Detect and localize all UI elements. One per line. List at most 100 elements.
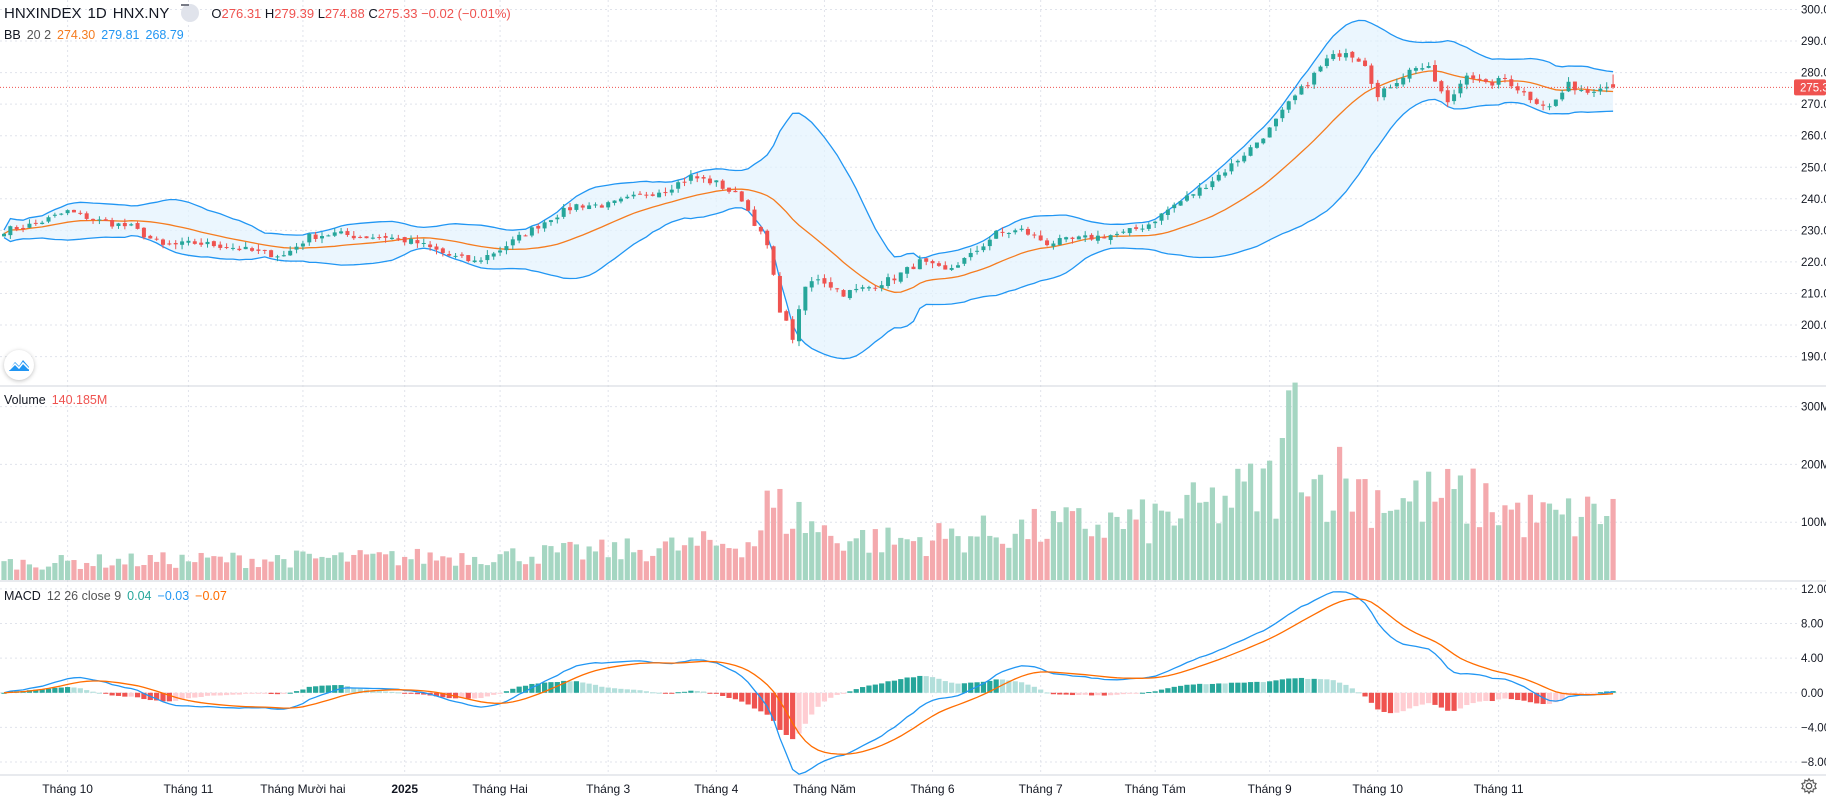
macd-histogram-bar [503,691,510,693]
interval[interactable]: 1D [87,4,107,22]
macd-histogram-bar [1432,692,1438,705]
macd-legend[interactable]: MACD 12 26 close 9 0.04 −0.03 −0.07 [4,589,227,603]
candle-body [816,279,821,281]
macd-histogram-bar [262,692,268,694]
volume-bar [1139,499,1146,580]
volume-bar [790,528,796,580]
candle-body [975,250,980,252]
macd-histogram-bar [344,686,351,693]
volume-bar [1044,538,1050,580]
macd-histogram-bar [1012,681,1018,693]
candle-body [987,239,992,247]
symbol-legend: HNXINDEX 1D HNX.NY O 276.31 H 279.39 L 274.… [4,4,511,22]
price-tick-label: 230.00 [1801,225,1826,237]
macd-histogram-bar [745,692,751,705]
macd-histogram-bar [1502,692,1508,699]
macd-histogram-bar [739,692,745,702]
candle-body [1216,174,1221,181]
macd-line-value: −0.03 [157,589,190,603]
candle-body [771,246,776,275]
volume-bar [1133,519,1139,580]
macd-histogram-bar [236,692,242,695]
volume-bar [1604,516,1610,580]
volume-legend[interactable]: Volume 140.185M [4,393,107,407]
candle-body [1159,213,1164,221]
candle-body [739,191,744,202]
volume-bar [840,550,847,580]
high-value: 279.39 [274,5,315,21]
candle-body [396,238,401,240]
macd-histogram-bar [510,688,516,693]
volume-bar [319,556,325,580]
candle-body [510,239,515,246]
volume-bar [363,554,370,580]
candle-body [1248,147,1253,156]
candle-body [320,236,324,239]
macd-histogram-bar [993,679,999,693]
candle-body [1165,209,1170,216]
volume-bar [1190,482,1196,580]
volume-bar [758,530,764,580]
macd-histogram-bar [1190,684,1196,693]
candle-body [860,287,865,289]
macd-histogram-bar [1445,692,1451,711]
time-tick-label: Tháng Hai [472,782,527,796]
volume-bar [694,545,700,580]
volume-bar [548,546,554,580]
candle-body [498,250,503,253]
volume-bar [1203,501,1209,580]
macd-histogram-bar [554,682,560,693]
minus-icon[interactable] [181,4,200,22]
gear-icon[interactable] [1800,777,1818,795]
candle-body [1375,82,1380,98]
candle-body [332,232,337,236]
macd-histogram-bar [383,691,389,693]
candle-body [504,246,509,251]
candle-body [968,252,973,258]
candle-body [154,238,159,240]
candle-body [1070,237,1075,239]
candle-body [33,222,38,224]
macd-histogram-bar [1387,692,1394,714]
bb-legend[interactable]: BB 20 2 274.30 279.81 268.79 [4,28,184,42]
candle-body [949,268,954,270]
candle-body [421,242,426,244]
volume-bar [1108,512,1114,580]
volume-bar [497,554,503,580]
candle-body [536,225,541,229]
macd-histogram-bar [1063,692,1069,695]
macd-histogram-bar [1483,692,1489,701]
symbol-name[interactable]: HNXINDEX [4,4,82,22]
tradingview-logo-icon[interactable] [4,350,34,380]
candle-body [485,255,490,261]
macd-histogram-bar [414,692,420,695]
candle-body [1274,118,1278,127]
volume-bar [866,552,872,580]
candle-body [1420,68,1425,70]
macd-histogram-bar [1553,692,1559,703]
candle-body [1382,88,1387,98]
candle-body [1522,91,1527,93]
candle-body [981,246,986,251]
volume-bar [96,554,102,580]
candle-body [574,204,579,210]
candle-body [218,244,223,248]
candle-body [180,241,185,245]
bb-lower-line [3,98,1614,360]
macd-histogram-bar [1254,681,1260,693]
time-tick-label: Tháng 11 [164,782,214,796]
candle-body [447,254,452,256]
macd-histogram-bar [452,692,459,699]
candle-body [1019,228,1024,230]
macd-histogram-bar [1349,688,1355,693]
macd-histogram-bar [1184,684,1190,693]
candle-body [866,287,871,289]
candle-body [1115,233,1119,235]
candle-body [415,240,420,244]
macd-histogram-bar [1025,684,1031,693]
macd-histogram-bar [567,681,573,693]
volume-bar [542,545,548,580]
volume-bar [898,537,904,580]
candle-body [1089,234,1094,240]
